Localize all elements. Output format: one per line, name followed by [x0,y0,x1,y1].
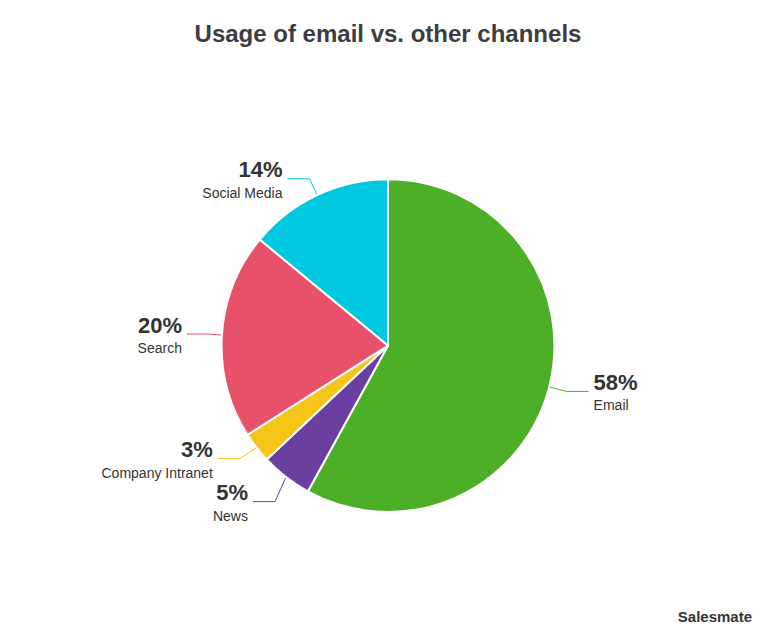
svg-text:Search: Search [138,340,182,356]
svg-text:News: News [213,508,248,524]
svg-text:14%: 14% [238,157,282,182]
svg-text:Company Intranet: Company Intranet [102,465,213,481]
svg-text:Usage of email vs. other chann: Usage of email vs. other channels [195,20,582,47]
svg-text:5%: 5% [216,480,248,505]
svg-text:Email: Email [594,397,629,413]
svg-text:Salesmate: Salesmate [678,608,752,625]
svg-text:20%: 20% [138,313,182,338]
svg-text:3%: 3% [181,437,213,462]
svg-text:58%: 58% [594,370,638,395]
svg-text:Social Media: Social Media [202,185,282,201]
